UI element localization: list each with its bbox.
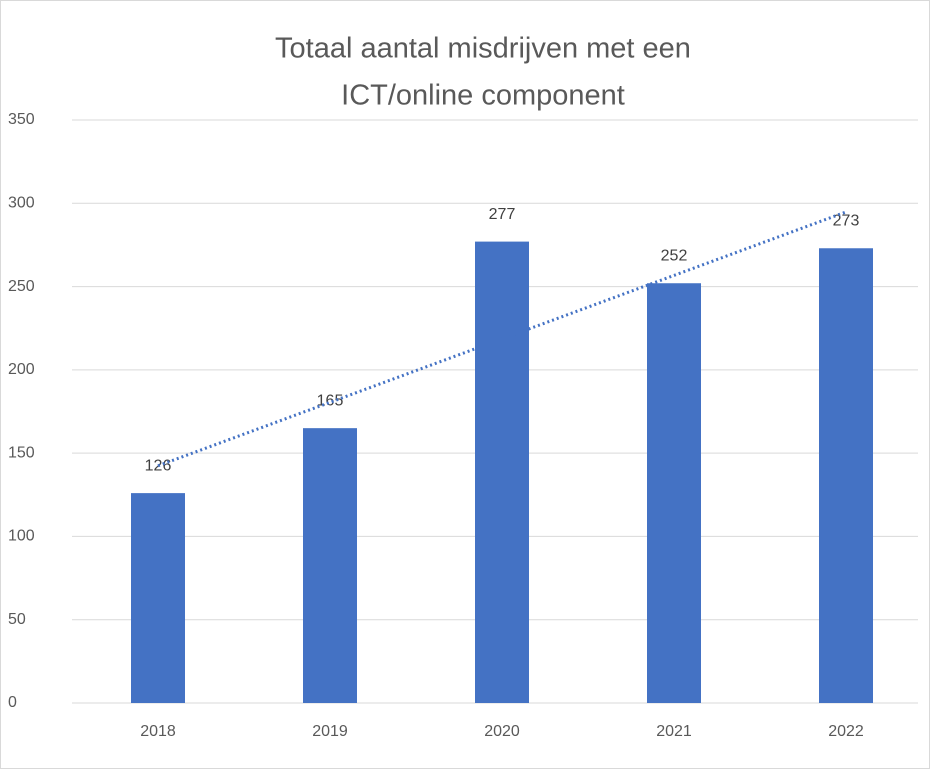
bar [303, 428, 357, 703]
x-tick-label: 2021 [656, 723, 692, 740]
chart-title: ICT/online component [341, 80, 625, 112]
data-label: 252 [661, 247, 688, 264]
data-label: 277 [489, 206, 516, 223]
x-tick-label: 2022 [828, 723, 864, 740]
y-tick-label: 250 [8, 278, 35, 295]
trendline [157, 210, 847, 468]
y-tick-label: 0 [8, 694, 17, 711]
x-tick-label: 2019 [312, 723, 348, 740]
data-label: 165 [317, 392, 344, 409]
bar [819, 248, 873, 703]
data-label: 273 [833, 212, 860, 229]
y-tick-label: 350 [8, 111, 35, 128]
bar [475, 241, 529, 703]
y-tick-label: 100 [8, 528, 35, 545]
y-tick-label: 50 [8, 611, 26, 628]
x-tick-label: 2018 [140, 723, 176, 740]
y-tick-label: 200 [8, 361, 35, 378]
y-tick-label: 150 [8, 444, 35, 461]
chart-title: Totaal aantal misdrijven met een [275, 33, 691, 65]
bar [647, 283, 701, 703]
x-tick-label: 2020 [484, 723, 520, 740]
y-tick-label: 300 [8, 195, 35, 212]
bar [131, 493, 185, 703]
